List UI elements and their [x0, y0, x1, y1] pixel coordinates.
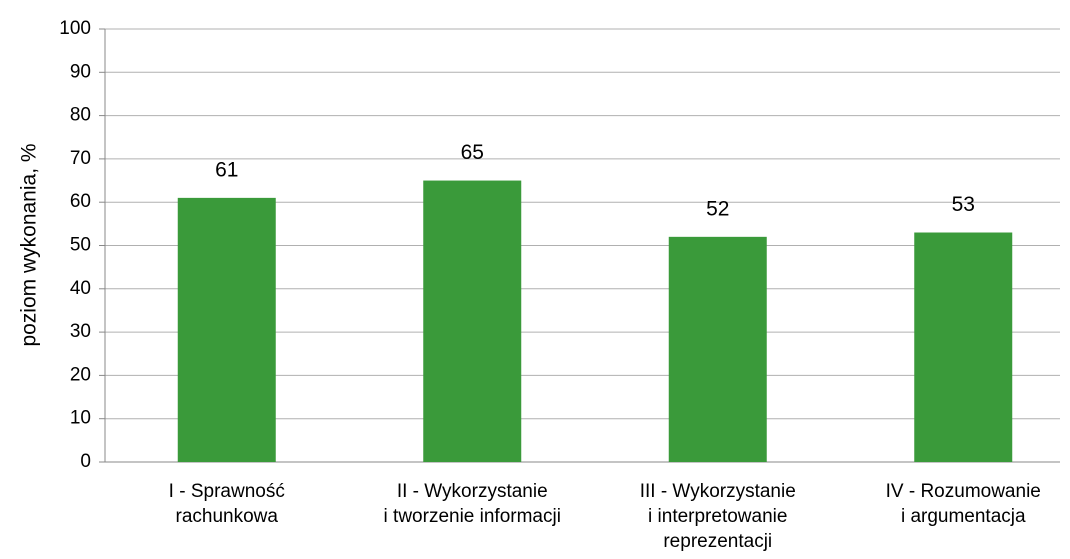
y-tick-label: 70	[70, 148, 91, 169]
x-tick-label: III - Wykorzystanie i interpretowanie repr…	[640, 481, 796, 552]
bar	[914, 232, 1013, 462]
x-tick-label: II - Wykorzystanie i tworzenie informacji	[384, 481, 561, 527]
y-tick-label: 30	[70, 321, 91, 342]
y-tick-label: 40	[70, 278, 91, 299]
y-tick-label: 10	[70, 408, 91, 429]
bar	[177, 197, 276, 462]
value-label: 52	[706, 197, 729, 220]
bar	[668, 236, 767, 462]
y-tick-label: 80	[70, 105, 91, 126]
y-tick-label: 20	[70, 364, 91, 385]
value-label: 53	[952, 193, 975, 216]
y-tick-label: 90	[70, 61, 91, 82]
y-tick-label: 50	[70, 235, 91, 256]
value-label: 61	[215, 158, 238, 181]
y-tick-label: 100	[59, 18, 91, 39]
x-tick-label: IV - Rozumowanie i argumentacja	[886, 481, 1041, 527]
bar	[423, 180, 522, 463]
y-tick-label: 60	[70, 191, 91, 212]
value-label: 65	[461, 141, 484, 164]
x-tick-label: I - Sprawność rachunkowa	[169, 481, 285, 527]
y-tick-label: 0	[80, 451, 91, 472]
y-axis-label: poziom wykonania, %	[18, 143, 41, 346]
